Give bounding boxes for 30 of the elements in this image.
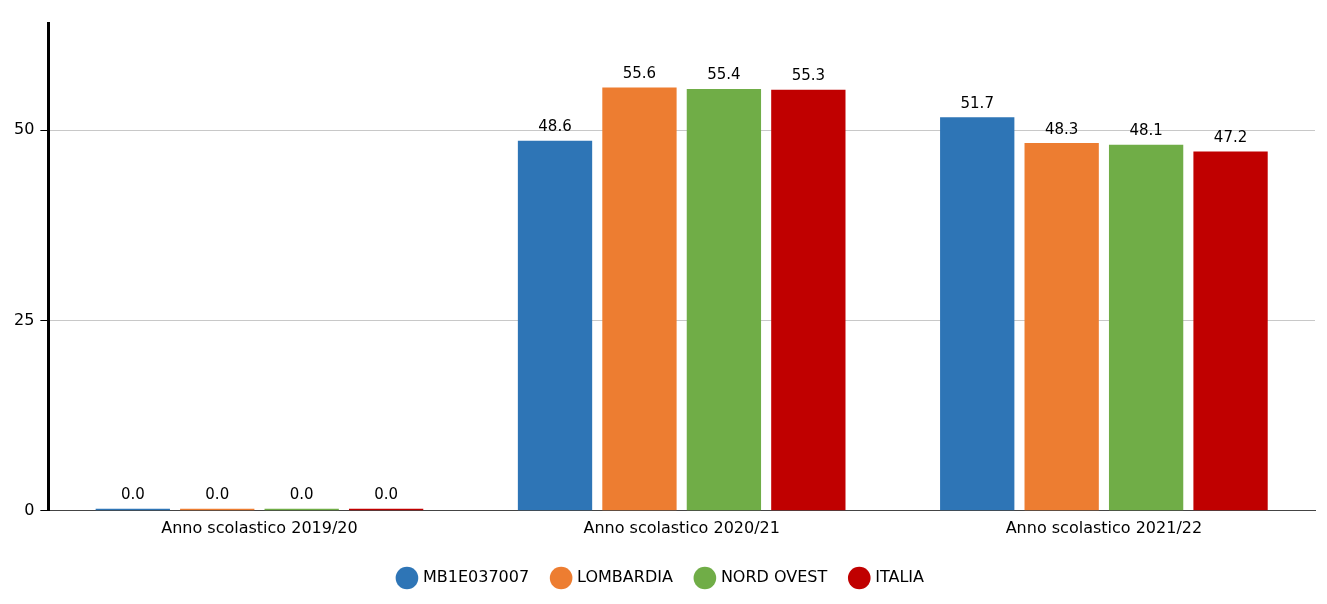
x-tick-label: Anno scolastico 2021/22 (1005, 517, 1203, 537)
bar (940, 117, 1015, 511)
legend-label: LOMBARDIA (577, 567, 673, 587)
bar (1193, 151, 1268, 511)
data-label: 55.4 (707, 65, 741, 84)
data-label: 55.6 (622, 63, 657, 82)
data-label: 0.0 (205, 485, 230, 504)
bar (1108, 144, 1184, 511)
y-tick-label: 0 (24, 499, 35, 519)
data-label: 51.7 (960, 93, 994, 112)
data-label: 48.1 (1129, 121, 1163, 140)
bar (771, 89, 846, 511)
data-label: 48.3 (1044, 119, 1079, 138)
x-tick-label: Anno scolastico 2019/20 (161, 517, 358, 537)
y-tick-label: 50 (14, 119, 35, 139)
bar (602, 87, 677, 511)
legend-label: ITALIA (875, 567, 925, 587)
bar (686, 89, 762, 511)
data-label: 0.0 (120, 485, 145, 504)
bar (517, 140, 593, 511)
x-tick-label: Anno scolastico 2020/21 (583, 517, 780, 537)
y-tick-label: 25 (14, 309, 35, 329)
data-label: 0.0 (374, 485, 399, 504)
data-label: 47.2 (1213, 127, 1248, 146)
legend-label: NORD OVEST (720, 567, 828, 587)
legend-label: MB1E037007 (422, 567, 530, 587)
data-label: 48.6 (538, 117, 572, 136)
data-label: 55.3 (791, 66, 826, 85)
bar (1024, 143, 1099, 511)
data-label: 0.0 (289, 485, 314, 504)
